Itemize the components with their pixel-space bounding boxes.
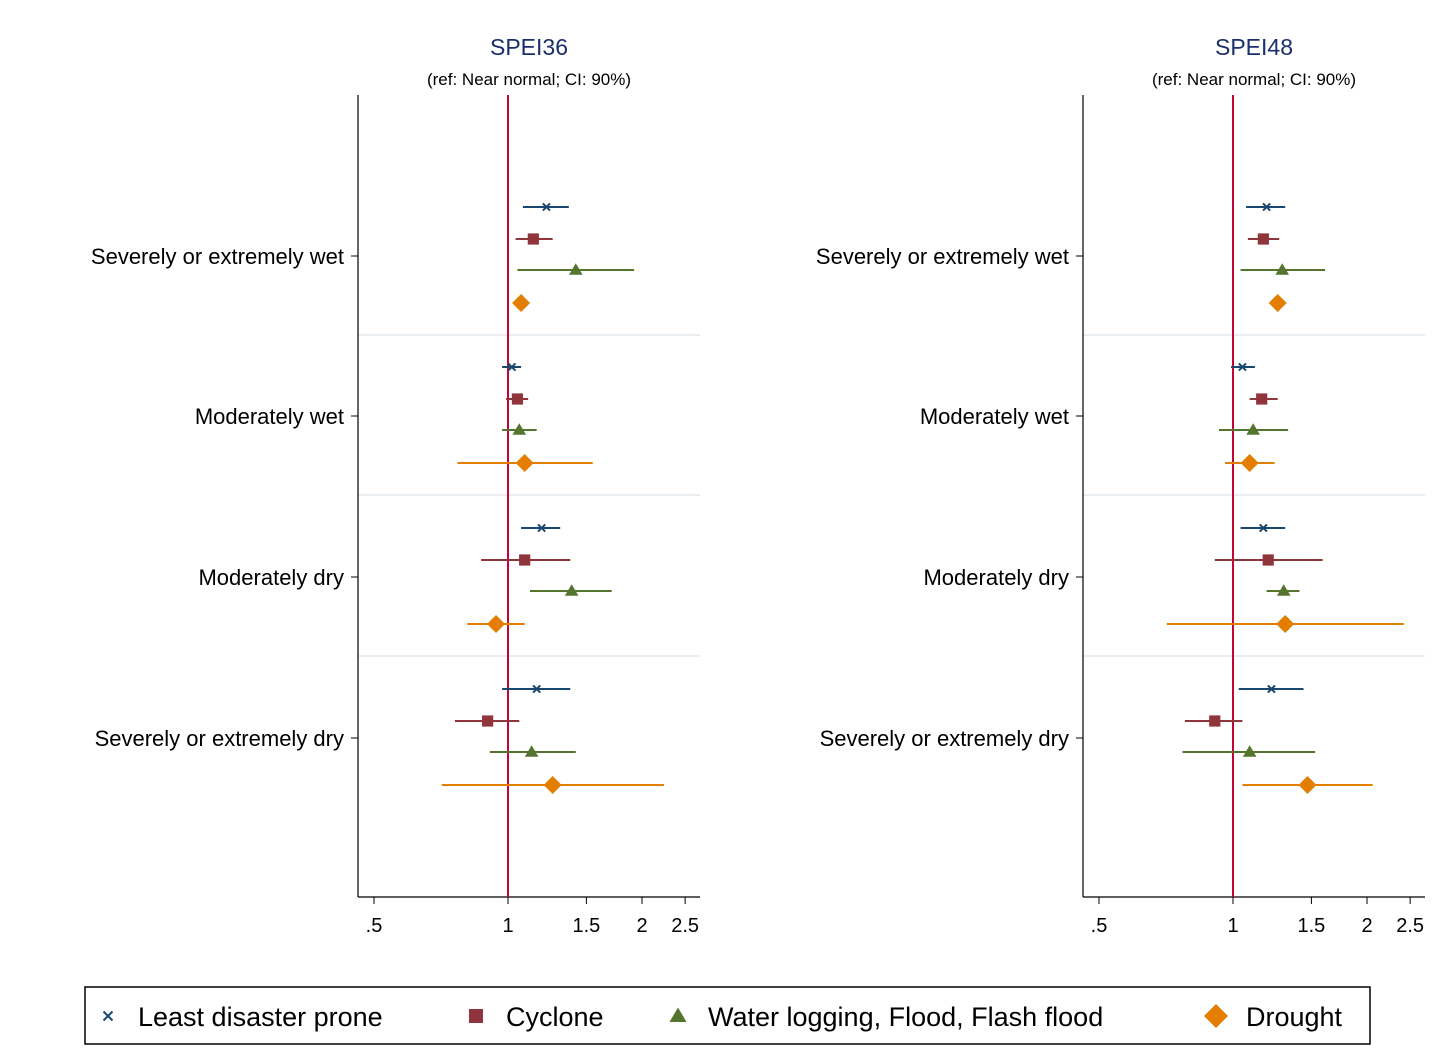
x-tick-label: .5 (366, 915, 383, 937)
x-tick-label: 1.5 (572, 915, 600, 937)
point-marker (512, 294, 531, 312)
point-marker (1262, 554, 1274, 566)
panel-spei48: SPEI48 (ref: Near normal; CI: 90%) .5 1 1.5 2… (816, 34, 1425, 937)
legend-box (84, 986, 1371, 1045)
point-marker (527, 233, 539, 245)
point-marker (1262, 202, 1271, 212)
x-tick-label: 2.5 (1396, 915, 1424, 937)
x-tick-label: 1.5 (1297, 915, 1325, 937)
point-marker (542, 202, 551, 212)
legend-label: Least disaster prone (138, 1002, 383, 1032)
x-tick-label: .5 (1091, 915, 1108, 937)
y-tick-label: Moderately wet (920, 404, 1069, 429)
point-marker-stroke (1267, 684, 1276, 694)
y-tick-label: Severely or extremely dry (95, 726, 344, 751)
x-tick-label: 2.5 (671, 915, 699, 937)
point-marker-stroke (537, 523, 546, 533)
point-marker (1276, 615, 1295, 633)
point-marker (1240, 454, 1259, 472)
x-tick-label: 1 (502, 915, 513, 937)
legend: Least disaster prone Cyclone Water logging… (84, 986, 1371, 1045)
point-marker-stroke (532, 684, 541, 694)
legend-marker (1204, 1004, 1228, 1028)
y-tick-label: Moderately wet (195, 404, 344, 429)
point-marker (487, 615, 506, 633)
panel-subtitle: (ref: Near normal; CI: 90%) (1152, 70, 1356, 89)
point-marker (1276, 584, 1291, 596)
point-marker (1246, 423, 1260, 435)
point-marker (1268, 294, 1287, 312)
y-tick-label: Severely or extremely wet (816, 244, 1069, 269)
point-marker-stroke (507, 362, 517, 372)
point-marker (524, 745, 539, 757)
legend-label: Water logging, Flood, Flash flood (708, 1002, 1103, 1032)
panel-subtitle: (ref: Near normal; CI: 90%) (427, 70, 631, 89)
point-marker (1275, 263, 1290, 275)
point-marker (1257, 233, 1269, 245)
legend-marker-stroke (102, 1010, 114, 1022)
point-marker (1209, 715, 1221, 727)
point-marker (482, 715, 494, 727)
y-tick-label: Moderately dry (198, 565, 344, 590)
point-marker (1298, 776, 1317, 794)
legend-marker (102, 1010, 114, 1022)
point-marker-stroke (542, 202, 551, 212)
point-marker (511, 393, 524, 405)
point-marker (1267, 684, 1276, 694)
point-marker (543, 776, 562, 794)
point-marker (507, 362, 517, 372)
point-marker-stroke (1259, 523, 1268, 533)
legend-marker (469, 1009, 483, 1023)
legend-label: Drought (1246, 1002, 1343, 1032)
y-tick-label: Moderately dry (923, 565, 1069, 590)
legend-marker (669, 1007, 687, 1022)
point-marker (537, 523, 546, 533)
point-marker-stroke (1238, 362, 1247, 372)
panel-spei36: SPEI36 (ref: Near normal; CI: 90%) .5 1 1.5 2… (91, 34, 700, 937)
x-tick-label: 2 (1361, 915, 1372, 937)
y-tick-label: Severely or extremely dry (820, 726, 1069, 751)
x-tick-label: 1 (1227, 915, 1238, 937)
x-tick-label: 2 (636, 915, 647, 937)
panel-title: SPEI48 (1215, 34, 1293, 60)
point-marker (564, 584, 579, 596)
point-marker (512, 423, 527, 435)
y-tick-label: Severely or extremely wet (91, 244, 344, 269)
point-marker (1256, 393, 1268, 405)
point-marker (519, 554, 531, 566)
legend-label: Cyclone (506, 1002, 604, 1032)
point-marker-stroke (1262, 202, 1271, 212)
point-marker (1242, 745, 1257, 757)
point-marker (568, 263, 583, 275)
point-marker (532, 684, 541, 694)
point-marker (515, 454, 534, 472)
panel-title: SPEI36 (490, 34, 568, 60)
point-marker (1259, 523, 1268, 533)
point-marker (1238, 362, 1247, 372)
